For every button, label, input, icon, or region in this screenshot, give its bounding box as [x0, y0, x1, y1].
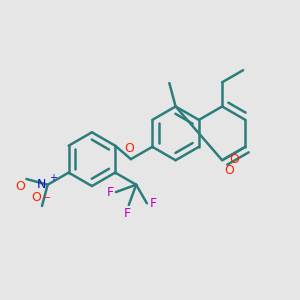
Text: O: O	[229, 153, 239, 166]
Text: −: −	[43, 193, 51, 203]
Text: O: O	[125, 142, 135, 155]
Text: O: O	[31, 191, 41, 204]
Text: N: N	[37, 178, 46, 191]
Text: F: F	[124, 208, 131, 220]
Text: F: F	[149, 197, 157, 210]
Text: F: F	[106, 186, 113, 199]
Text: O: O	[15, 180, 25, 193]
Text: O: O	[225, 164, 235, 177]
Text: +: +	[49, 173, 57, 183]
